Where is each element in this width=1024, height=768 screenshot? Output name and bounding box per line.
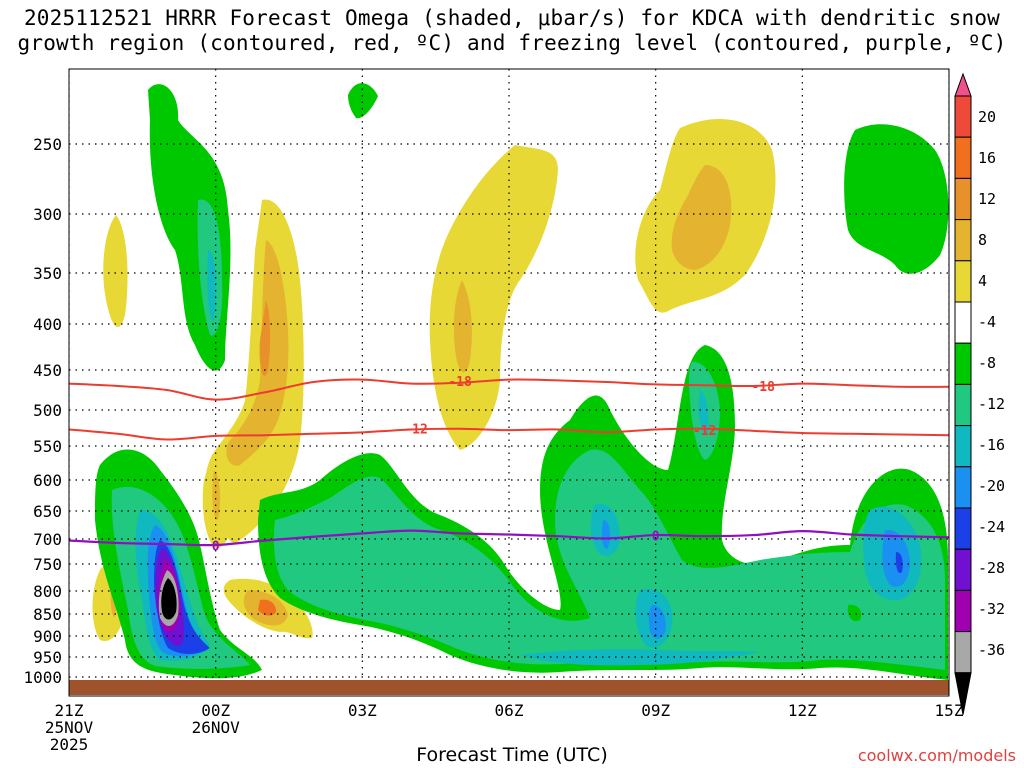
omega-shading	[92, 83, 949, 680]
y-tick-label: 500	[33, 401, 62, 420]
freezing-level-label: 0	[652, 530, 660, 545]
colorbar-label: -4	[978, 313, 996, 331]
omega-region-pos4-midcolumn	[429, 145, 558, 450]
colorbar-swatch	[954, 425, 972, 468]
plot-border	[68, 68, 950, 697]
colorbar-swatch	[954, 301, 972, 344]
colorbar-label: -24	[978, 518, 1005, 536]
colorbar-label: -32	[978, 600, 1005, 618]
colorbar-swatch	[954, 466, 972, 509]
credit-link[interactable]: coolwx.com/models	[857, 746, 1016, 765]
colorbar-label: 12	[978, 190, 996, 208]
contours: -18 -18 -12 -12 0 0	[69, 375, 949, 555]
colorbar-swatch	[954, 260, 972, 303]
y-tick-label: 900	[33, 627, 62, 646]
dendritic-contour--18	[69, 378, 949, 401]
omega-region-pos4-west	[103, 215, 128, 327]
colorbar-label: -8	[978, 354, 996, 372]
dendritic-contour-label: -12	[404, 423, 427, 438]
omega-region-neg24-east	[895, 552, 903, 574]
x-tick-label: 21Z	[55, 701, 84, 720]
omega-region-neg12-band	[273, 449, 945, 670]
colorbar-label: -36	[978, 641, 1005, 659]
colorbar-swatch	[954, 507, 972, 550]
y-tick-label: 400	[33, 315, 62, 334]
y-tick-label: 850	[33, 605, 62, 624]
y-tick-label: 350	[33, 264, 62, 283]
y-tick-label: 250	[33, 135, 62, 154]
dendritic-contour-label: -18	[448, 375, 472, 390]
colorbar-top-arrow	[954, 72, 972, 97]
x-tick-label: 15Z	[935, 701, 964, 720]
colorbar-swatch	[954, 219, 972, 262]
x-tick-label: 03Z	[348, 701, 377, 720]
x-tick-label: 00Z	[201, 701, 230, 720]
colorbar-label: -12	[978, 395, 1005, 413]
y-tick-label: 700	[33, 530, 62, 549]
omega-region-neg20-band-b	[648, 605, 666, 639]
x-tick-label: 25NOV	[45, 718, 94, 737]
omega-region-neg16-upper	[207, 250, 216, 321]
x-axis-label: Forecast Time (UTC)	[416, 744, 608, 766]
y-tick-label: 650	[33, 502, 62, 521]
freezing-level-label: 0	[212, 540, 220, 555]
chart-title: 2025112521 HRRR Forecast Omega (shaded, …	[0, 6, 1024, 56]
y-tick-label: 550	[33, 437, 62, 456]
omega-region-neg36-lowwest	[161, 578, 177, 620]
title-line-1: 2025112521 HRRR Forecast Omega (shaded, …	[23, 6, 1001, 30]
colorbar-swatch	[954, 95, 972, 138]
colorbar-swatch	[954, 177, 972, 221]
colorbar: 20 16 12 8 4 -4 -8 -12 -16 -20 -24 -28 -32 -36	[954, 72, 1005, 715]
colorbar-label: -28	[978, 559, 1005, 577]
x-tick-label: 26NOV	[192, 718, 241, 737]
dendritic-contour--12	[69, 427, 949, 441]
dotted-grid	[69, 69, 949, 696]
colorbar-label: 20	[978, 108, 996, 126]
y-tick-label: 600	[33, 471, 62, 490]
colorbar-label: 16	[978, 149, 996, 167]
colorbar-swatch	[954, 548, 972, 591]
freezing-level-contour	[69, 529, 949, 547]
y-tick-label: 750	[33, 555, 62, 574]
omega-region-pos12-low-center	[258, 599, 277, 616]
title-line-2: growth region (contoured, red, ºC) and f…	[17, 31, 1007, 55]
colorbar-label: 8	[978, 231, 987, 249]
x-tick-label: 09Z	[641, 701, 670, 720]
plot-area: -18 -18 -12 -12 0 0	[69, 69, 949, 696]
y-axis: 250 300 350 400 450 500 550 600 650 700 750 800 850 9…	[23, 135, 62, 687]
y-tick-label: 950	[33, 648, 62, 667]
colorbar-swatch	[954, 589, 972, 633]
dendritic-contour-label: -18	[751, 380, 775, 395]
colorbar-swatch	[954, 342, 972, 385]
omega-region-pos8-upper-east	[671, 165, 732, 270]
y-tick-label: 450	[33, 361, 62, 380]
omega-region-pos8-midcolumn	[453, 280, 472, 373]
dendritic-contour-label: -12	[693, 424, 716, 439]
colorbar-swatch	[954, 631, 972, 674]
y-tick-label: 800	[33, 582, 62, 601]
omega-region-neg8-upper-east	[844, 124, 949, 274]
colorbar-label: 4	[978, 272, 987, 290]
y-tick-label: 1000	[23, 668, 62, 687]
omega-region-neg16-upperband	[698, 390, 709, 435]
omega-region-neg16-bottom	[520, 649, 760, 666]
colorbar-label: -16	[978, 436, 1005, 454]
colorbar-swatch	[954, 383, 972, 427]
x-tick-label: 12Z	[788, 701, 817, 720]
omega-region-neg8-top	[348, 83, 378, 119]
colorbar-swatch	[954, 136, 972, 179]
ground-strip	[69, 680, 949, 695]
x-tick-label: 06Z	[495, 701, 524, 720]
omega-region-neg20-band-a	[601, 520, 611, 549]
y-tick-label: 300	[33, 205, 62, 224]
omega-region-pos8-low	[212, 470, 221, 521]
omega-region-pos8-plume	[226, 240, 289, 466]
colorbar-bottom-arrow	[954, 672, 972, 715]
omega-region-neg8-small-east	[847, 604, 862, 622]
x-tick-label: 2025	[50, 735, 89, 754]
colorbar-label: -20	[978, 477, 1005, 495]
omega-region-pos12-plume	[259, 300, 271, 376]
